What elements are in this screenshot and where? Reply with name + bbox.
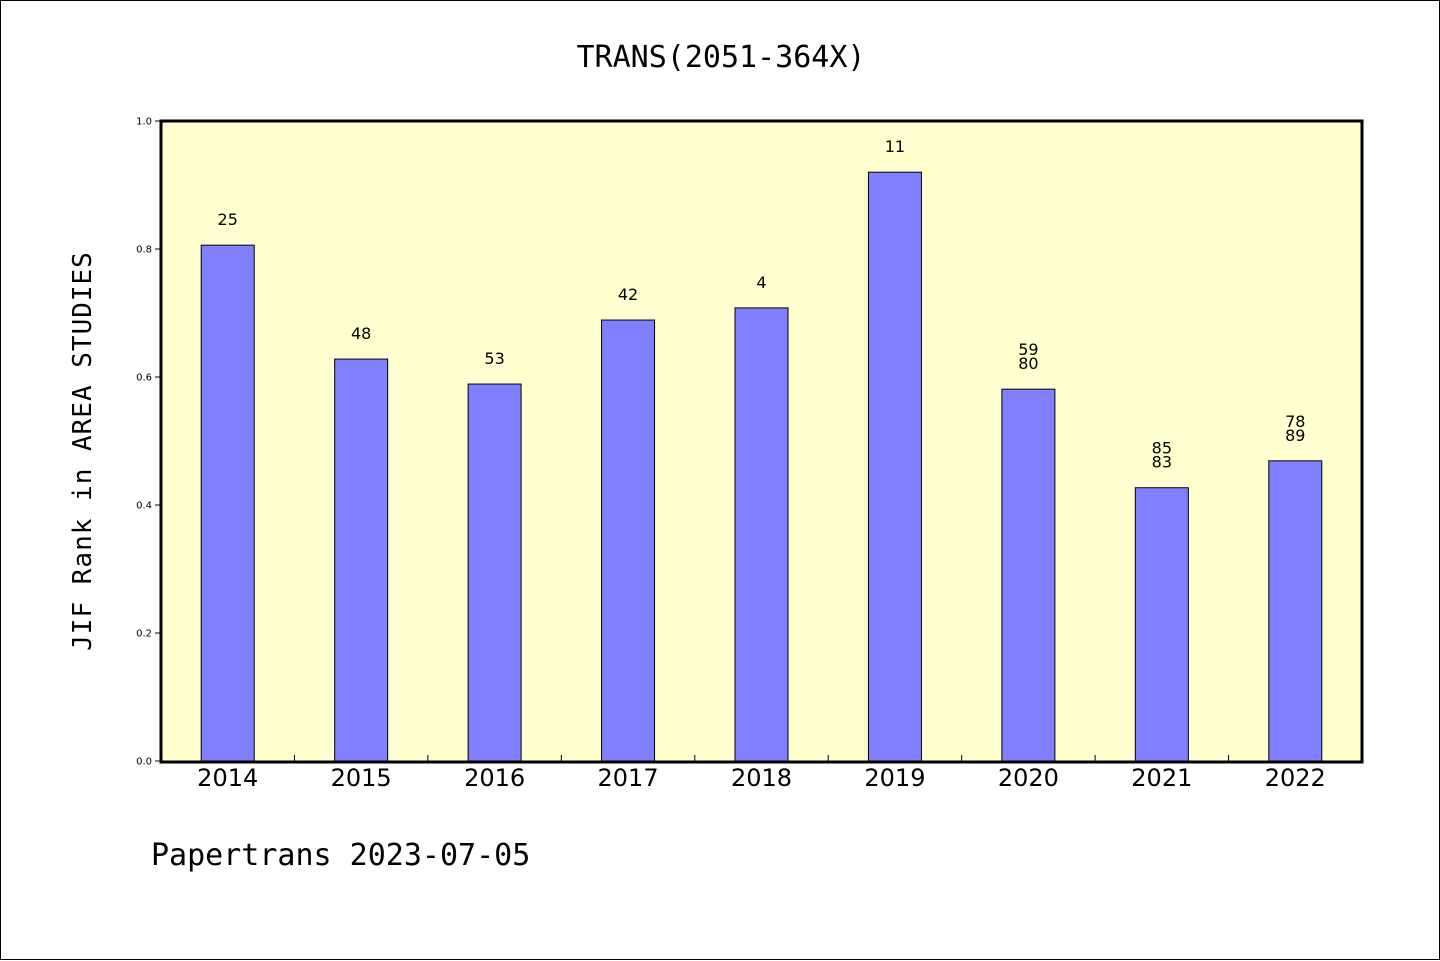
- bar-2020: [1001, 388, 1056, 762]
- x-tick-label: 2021: [1131, 764, 1192, 792]
- chart-title: TRANS(2051-364X): [577, 40, 866, 75]
- footer-credit: Papertrans 2023-07-05: [151, 838, 530, 873]
- data-label: 59: [1018, 340, 1038, 359]
- data-label: 89: [1285, 426, 1305, 445]
- y-tick-label: 1.0: [136, 117, 152, 128]
- bar-2015: [334, 358, 389, 762]
- x-tick-label: 2018: [731, 764, 792, 792]
- bar-2018: [734, 307, 789, 762]
- data-label: 78: [1285, 412, 1305, 431]
- data-label: 83: [1152, 453, 1172, 472]
- data-label: 53: [484, 349, 504, 368]
- x-tick-label: 2016: [464, 764, 525, 792]
- x-tick-label: 2015: [331, 764, 392, 792]
- data-label: 48: [351, 324, 371, 343]
- x-axis: 2014 2015 2016 2017 2018 2019 2020 2021 2022: [197, 755, 1326, 792]
- bar-2016: [467, 383, 522, 762]
- bar-2019: [867, 171, 922, 762]
- data-label: 11: [885, 137, 905, 156]
- x-tick-label: 2017: [598, 764, 659, 792]
- data-label: 4: [756, 273, 766, 292]
- data-label: 80: [1018, 354, 1038, 373]
- bar-2021: [1134, 487, 1189, 762]
- plot-border: [159, 119, 1364, 764]
- bar-2017: [601, 319, 656, 762]
- y-tick-label: 0.0: [136, 757, 152, 768]
- data-label: 25: [218, 210, 238, 229]
- x-tick-label: 2014: [197, 764, 258, 792]
- y-tick-label: 0.8: [136, 245, 152, 256]
- y-tick-label: 0.2: [136, 629, 152, 640]
- bar-2022: [1268, 460, 1323, 762]
- y-axis: 0.0 0.2 0.4 0.6 0.8 1.0: [136, 117, 161, 768]
- x-tick-label: 2022: [1265, 764, 1326, 792]
- y-tick-label: 0.6: [136, 373, 152, 384]
- data-label: 85: [1152, 439, 1172, 458]
- bar-2014: [200, 244, 255, 762]
- y-tick-label: 0.4: [136, 501, 152, 512]
- y-axis-label: JIF Rank in AREA STUDIES: [68, 251, 98, 651]
- x-tick-label: 2020: [998, 764, 1059, 792]
- data-label: 42: [618, 285, 638, 304]
- x-tick-label: 2019: [864, 764, 925, 792]
